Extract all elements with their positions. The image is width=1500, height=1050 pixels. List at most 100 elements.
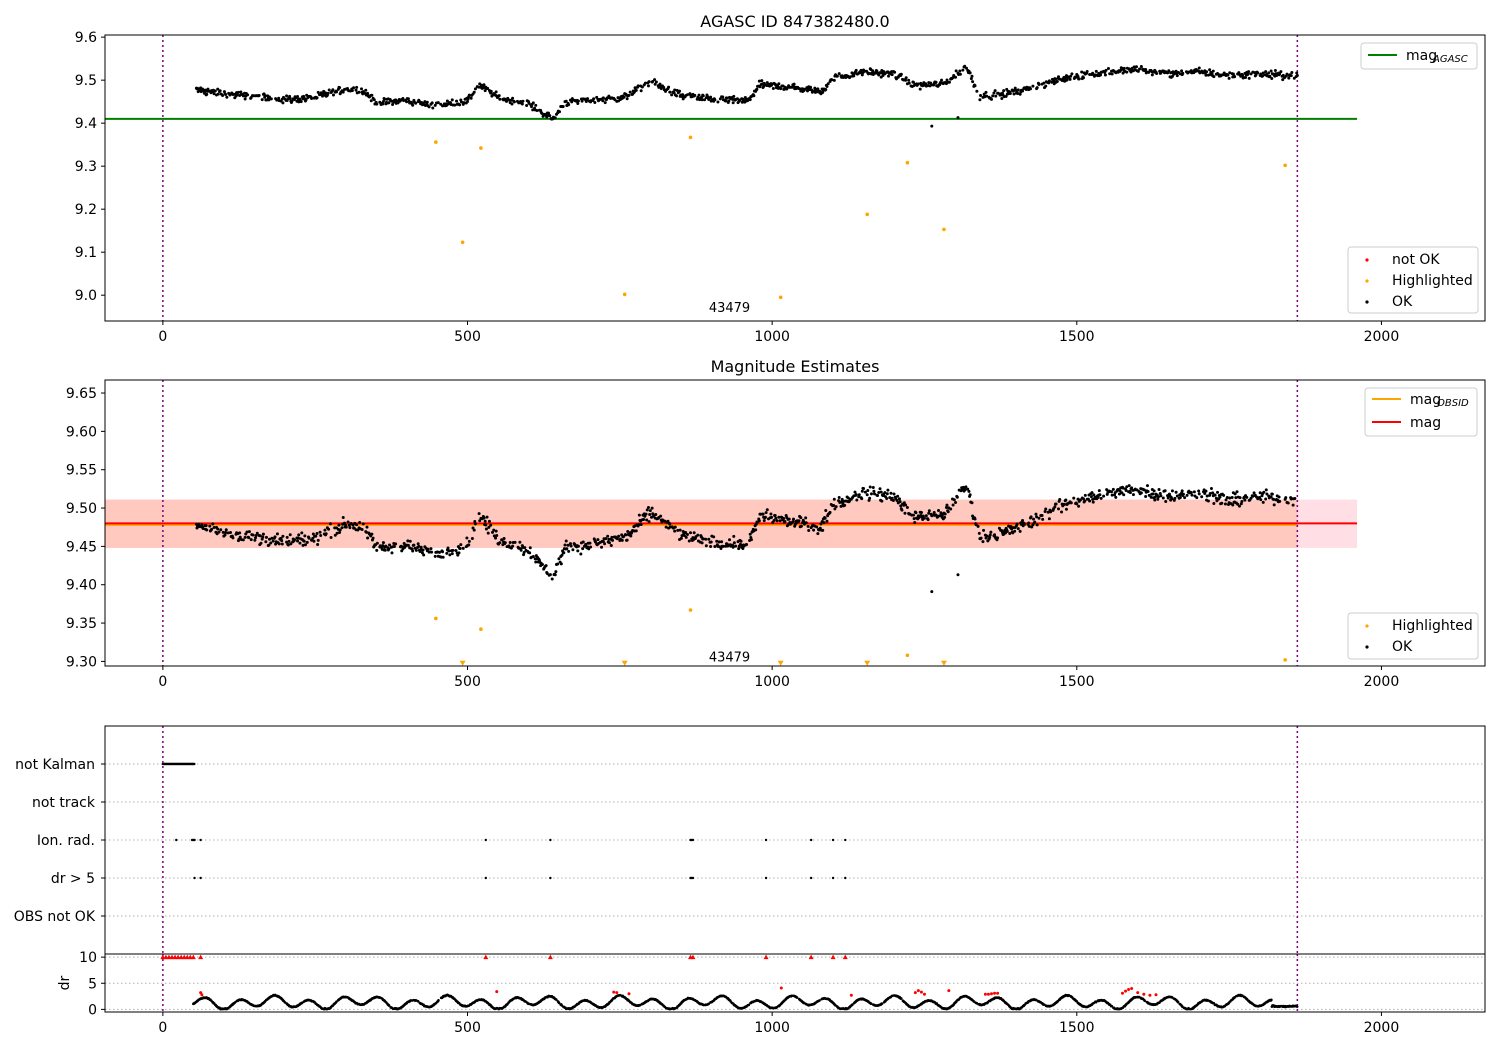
ok-point bbox=[952, 73, 956, 77]
ok-point bbox=[734, 544, 738, 548]
ok-point bbox=[1224, 498, 1228, 502]
ok-point bbox=[448, 553, 452, 557]
ok-point bbox=[226, 531, 230, 535]
ok-point bbox=[548, 573, 552, 577]
y-tick-label: 5 bbox=[88, 976, 97, 992]
ok-point bbox=[922, 516, 926, 520]
ok-point bbox=[1119, 68, 1123, 72]
dr-red-point bbox=[1142, 992, 1146, 996]
ok-point bbox=[457, 551, 461, 555]
dr-clipped-marker bbox=[483, 954, 489, 960]
ok-point bbox=[860, 489, 864, 493]
ok-point bbox=[1185, 493, 1189, 497]
ok-point bbox=[684, 535, 688, 539]
ok-point bbox=[497, 94, 501, 98]
ok-point bbox=[253, 538, 257, 542]
ok-point bbox=[662, 85, 666, 89]
ok-point bbox=[1163, 489, 1167, 493]
dr-point bbox=[1110, 1004, 1114, 1008]
ok-point bbox=[645, 518, 649, 522]
y-tick-label: 9.0 bbox=[75, 288, 97, 304]
ok-point bbox=[208, 524, 212, 528]
dr-red-point bbox=[947, 989, 951, 993]
ok-point bbox=[1032, 517, 1036, 521]
ok-point bbox=[1055, 80, 1059, 84]
ok-point bbox=[502, 536, 506, 540]
ok-point bbox=[678, 528, 682, 532]
ok-point bbox=[664, 525, 668, 529]
ok-point bbox=[355, 85, 359, 89]
ok-point bbox=[323, 528, 327, 532]
ok-point bbox=[868, 485, 872, 489]
ok-point bbox=[361, 92, 365, 96]
ok-point bbox=[511, 544, 515, 548]
ok-point bbox=[1258, 491, 1262, 495]
ok-point bbox=[606, 534, 610, 538]
ok-point bbox=[411, 549, 415, 553]
ok-point bbox=[219, 528, 223, 532]
ok-point bbox=[713, 545, 717, 549]
ok-point bbox=[647, 520, 651, 524]
flag-point bbox=[764, 876, 768, 880]
y-tick-label: 9.4 bbox=[75, 116, 97, 132]
ok-point bbox=[1072, 496, 1076, 500]
ok-point bbox=[259, 541, 263, 545]
y-tick-label: 9.50 bbox=[66, 501, 97, 517]
ok-point bbox=[361, 522, 365, 526]
ok-point bbox=[650, 506, 654, 510]
ok-point bbox=[1289, 74, 1293, 78]
ok-point bbox=[1156, 495, 1160, 499]
ok-point bbox=[1272, 497, 1276, 501]
ok-point bbox=[731, 545, 735, 549]
legend-label-ok: OK bbox=[1392, 639, 1413, 655]
ok-point bbox=[1252, 491, 1256, 495]
ok-point bbox=[326, 91, 330, 95]
ok-point bbox=[1239, 502, 1243, 506]
ok-point bbox=[1131, 493, 1135, 497]
ok-point bbox=[954, 75, 958, 79]
ok-point bbox=[1277, 495, 1281, 499]
ok-point bbox=[311, 532, 315, 536]
ok-point bbox=[357, 90, 361, 94]
dr-red-point bbox=[1136, 991, 1140, 995]
ok-point bbox=[648, 509, 652, 513]
ok-point bbox=[458, 546, 462, 550]
ok-point bbox=[676, 528, 680, 532]
ok-point bbox=[268, 537, 272, 541]
flag-point bbox=[809, 838, 813, 842]
ok-point bbox=[879, 490, 883, 494]
ok-point bbox=[956, 116, 960, 120]
ok-point bbox=[531, 101, 535, 105]
ok-point bbox=[1124, 488, 1128, 492]
highlighted-point-clipped bbox=[459, 660, 466, 666]
ok-point bbox=[216, 527, 220, 531]
ok-point bbox=[1267, 71, 1271, 75]
ok-point bbox=[281, 534, 285, 538]
ok-point bbox=[824, 87, 828, 91]
ok-point bbox=[1113, 493, 1117, 497]
ok-point bbox=[670, 93, 674, 97]
ok-point bbox=[454, 548, 458, 552]
ok-point bbox=[406, 539, 410, 543]
ok-point bbox=[311, 536, 315, 540]
ok-point bbox=[1197, 489, 1201, 493]
ok-point bbox=[1233, 492, 1237, 496]
ok-point bbox=[678, 89, 682, 93]
ok-point bbox=[1076, 75, 1080, 79]
ok-point bbox=[522, 550, 526, 554]
ok-point bbox=[1290, 70, 1294, 74]
ok-point bbox=[354, 88, 358, 92]
ok-point bbox=[312, 539, 316, 543]
ok-point bbox=[1136, 69, 1140, 73]
ok-point bbox=[749, 538, 753, 542]
ok-point bbox=[372, 98, 376, 102]
ok-point bbox=[1270, 77, 1274, 81]
ok-point bbox=[279, 536, 283, 540]
ok-point bbox=[1208, 68, 1212, 72]
ok-point bbox=[358, 521, 362, 525]
ok-point bbox=[854, 68, 858, 72]
ok-point bbox=[586, 97, 590, 101]
ok-point bbox=[340, 526, 344, 530]
ok-point bbox=[1223, 502, 1227, 506]
